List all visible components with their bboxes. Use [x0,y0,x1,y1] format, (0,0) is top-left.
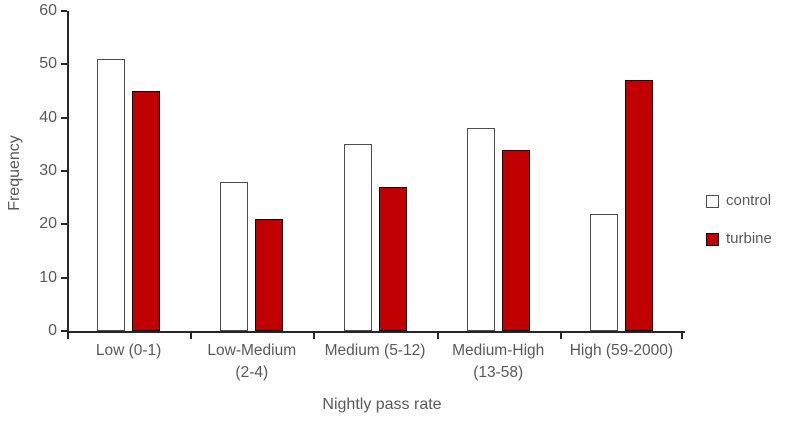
bar-turbine-5 [624,80,653,331]
y-tick-label-60: 60 [39,2,57,19]
x-tick-mark-4 [559,333,562,339]
y-tick-label-20: 20 [39,215,57,233]
y-tick-label-50: 50 [39,55,57,73]
y-tick-mark-40 [61,116,67,119]
x-axis-line [67,331,685,333]
x-tick-mark-1 [190,333,193,339]
control-swatch-icon [706,194,719,208]
legend-entry-control: control [706,190,772,212]
legend-label-turbine: turbine [726,230,772,247]
bar-turbine-2 [255,219,284,331]
x-category-label-1: Low (0-1) [95,342,162,359]
legend-label-control: control [726,192,772,209]
bar-control-5 [589,213,618,331]
y-tick-mark-50 [61,63,67,66]
bar-control-3 [343,144,372,331]
x-category-label-5: High (59-2000) [569,342,674,359]
bar-turbine-3 [378,187,407,331]
x-category-label-4: Medium-High (13-58) [452,342,545,381]
y-axis-line [67,11,69,333]
x-tick-mark-0 [67,333,69,339]
y-tick-mark-0 [61,330,67,332]
bar-control-2 [220,181,249,331]
y-tick-label-30: 30 [39,162,57,179]
y-tick-label-0: 0 [48,322,57,339]
y-tick-label-10: 10 [39,268,57,286]
x-tick-mark-3 [436,333,439,339]
legend: control turbine [706,190,772,266]
x-tick-mark-5 [681,333,683,339]
x-category-label-2: Low-Medium (2-4) [207,342,297,381]
x-category-label-3: Medium (5-12) [324,342,426,359]
x-tick-mark-2 [313,333,316,339]
bar-turbine-1 [132,91,161,331]
bar-control-1 [97,59,126,331]
y-tick-mark-10 [61,276,67,279]
y-tick-mark-30 [61,170,67,172]
x-axis-title: Nightly pass rate [322,396,442,413]
y-tick-mark-60 [61,10,67,12]
y-tick-mark-20 [61,223,67,226]
legend-entry-turbine: turbine [706,228,772,250]
bar-control-4 [466,128,495,331]
bar-turbine-4 [501,149,530,331]
y-tick-label-40: 40 [39,108,57,126]
turbine-swatch-icon [706,232,719,246]
